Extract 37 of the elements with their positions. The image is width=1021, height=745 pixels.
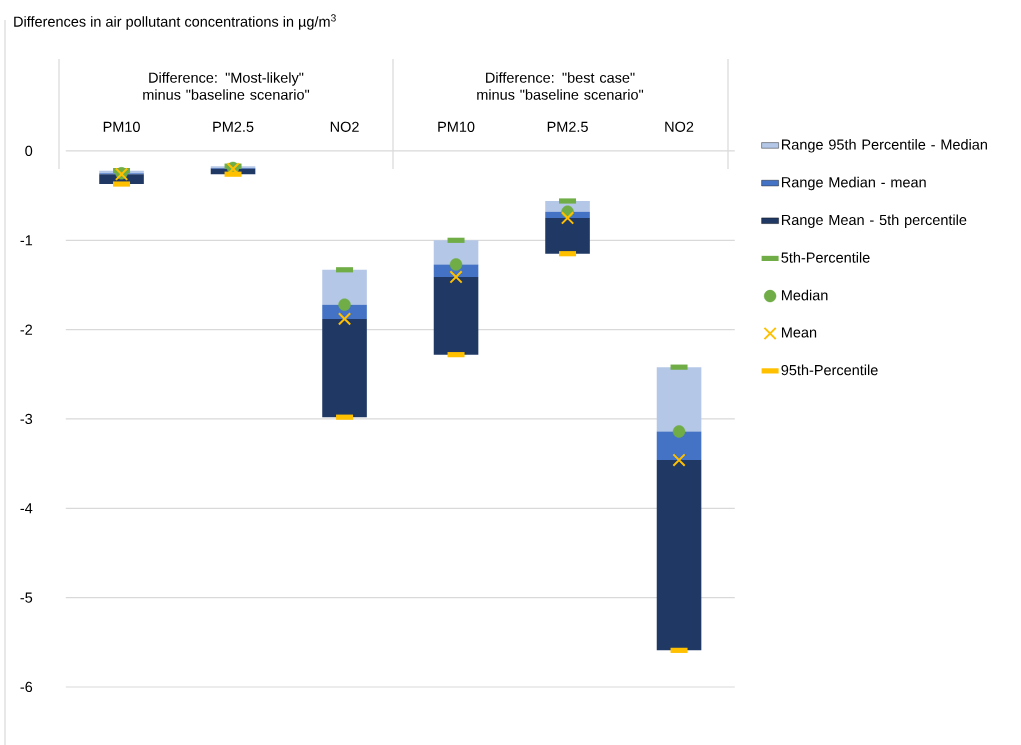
bar <box>656 367 702 432</box>
legend-label: 5th-Percentile <box>781 252 870 263</box>
legend-label: Range Median - mean <box>781 176 926 191</box>
y-tick-label: -6 <box>20 681 33 693</box>
text: Difference: "best case" minus "baseline scenario" <box>477 72 644 100</box>
legend-label: Range 95th Percentile - Median <box>781 139 987 153</box>
y-tick-label: -4 <box>20 503 33 514</box>
point <box>672 453 686 467</box>
legend-label: 95th-Percentile <box>781 364 878 376</box>
chart-title: Differences in air pollutant concentrations in µg/m$^{3}$ <box>14 14 336 30</box>
x-tick-label: NO2 <box>665 121 694 132</box>
x-tick-label: NO2 <box>330 121 359 132</box>
y-tick-label: -5 <box>20 592 33 603</box>
legend-label: Range Mean - 5th percentile <box>781 214 967 228</box>
point <box>449 258 463 271</box>
point <box>449 270 463 284</box>
point <box>337 312 352 326</box>
bar <box>656 460 702 651</box>
y-tick-label: -2 <box>20 324 33 335</box>
y-tick-label: 0 <box>25 145 33 157</box>
x-tick-label: PM10 <box>438 121 475 132</box>
bar <box>656 431 702 461</box>
y-tick-label: -1 <box>20 235 33 246</box>
bar <box>545 217 590 254</box>
point <box>672 425 686 438</box>
bar <box>322 269 367 305</box>
point <box>560 211 575 225</box>
legend-label: Median <box>781 289 828 301</box>
x-tick-label: PM2.5 <box>547 121 588 132</box>
bar <box>433 276 479 355</box>
x-tick-label: PM2.5 <box>213 121 254 132</box>
point <box>338 298 351 311</box>
y-tick-label: -3 <box>20 413 33 425</box>
x-tick-label: PM10 <box>103 121 140 132</box>
text: Difference: "Most-likely" minus "baseline scenario" <box>143 72 310 100</box>
legend-label: Mean <box>781 327 817 338</box>
bar <box>322 318 367 418</box>
